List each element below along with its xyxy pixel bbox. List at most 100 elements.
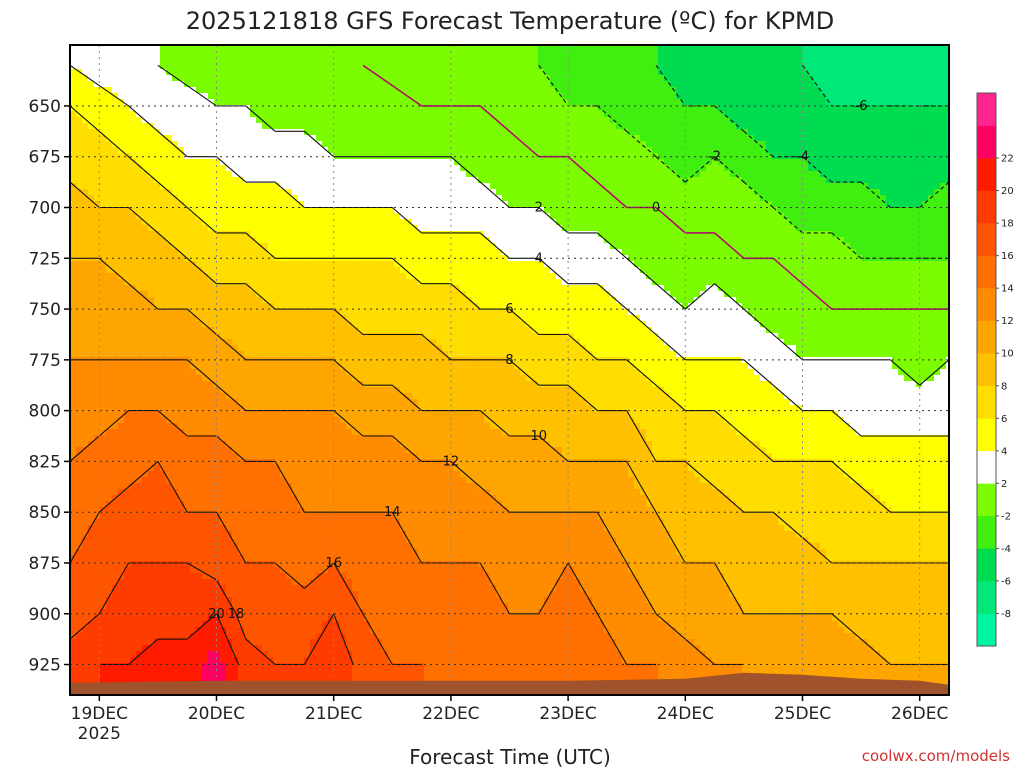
heatmap-cell bbox=[136, 645, 143, 652]
heatmap-cell bbox=[220, 141, 227, 148]
heatmap-cell bbox=[178, 489, 185, 496]
heatmap-cell bbox=[214, 567, 221, 574]
heatmap-cell bbox=[274, 477, 281, 484]
heatmap-cell bbox=[112, 129, 119, 136]
heatmap-cell bbox=[112, 627, 119, 634]
heatmap-cell bbox=[142, 129, 149, 136]
heatmap-cell bbox=[214, 447, 221, 454]
heatmap-cell bbox=[82, 447, 89, 454]
heatmap-cell bbox=[184, 477, 191, 484]
heatmap-cell bbox=[232, 321, 239, 328]
heatmap-cell bbox=[238, 75, 245, 82]
heatmap-cell bbox=[82, 111, 89, 118]
heatmap-cell bbox=[118, 609, 125, 616]
heatmap-cell bbox=[280, 531, 287, 538]
heatmap-cell bbox=[172, 597, 179, 604]
heatmap-cell bbox=[250, 63, 257, 70]
heatmap-cell bbox=[154, 405, 161, 412]
heatmap-cell bbox=[298, 609, 305, 616]
heatmap-cell bbox=[130, 297, 137, 304]
heatmap-cell bbox=[328, 549, 335, 556]
heatmap-cell bbox=[100, 57, 107, 64]
heatmap-cell bbox=[70, 69, 77, 76]
heatmap-cell bbox=[250, 645, 257, 652]
heatmap-cell bbox=[322, 423, 329, 430]
heatmap-cell bbox=[328, 153, 335, 160]
heatmap-cell bbox=[268, 507, 275, 514]
heatmap-cell bbox=[340, 183, 347, 190]
heatmap-cell bbox=[196, 339, 203, 346]
heatmap-cell bbox=[124, 261, 131, 268]
heatmap-cell bbox=[106, 453, 113, 460]
heatmap-cell bbox=[184, 219, 191, 226]
heatmap-cell bbox=[214, 531, 221, 538]
heatmap-cell bbox=[136, 189, 143, 196]
heatmap-cell bbox=[232, 153, 239, 160]
heatmap-cell bbox=[298, 627, 305, 634]
heatmap-cell bbox=[262, 663, 269, 670]
heatmap-cell bbox=[232, 69, 239, 76]
heatmap-cell bbox=[160, 519, 167, 526]
heatmap-cell bbox=[124, 525, 131, 532]
heatmap-cell bbox=[202, 423, 209, 430]
heatmap-cell bbox=[160, 531, 167, 538]
heatmap-cell bbox=[190, 363, 197, 370]
heatmap-cell bbox=[178, 507, 185, 514]
heatmap-cell bbox=[304, 651, 311, 658]
heatmap-cell bbox=[250, 285, 257, 292]
heatmap-cell bbox=[316, 231, 323, 238]
heatmap-cell bbox=[226, 201, 233, 208]
heatmap-cell bbox=[328, 435, 335, 442]
heatmap-cell bbox=[202, 249, 209, 256]
heatmap-cell bbox=[262, 363, 269, 370]
heatmap-cell bbox=[100, 639, 107, 646]
heatmap-cell bbox=[94, 105, 101, 112]
heatmap-cell bbox=[298, 195, 305, 202]
heatmap-cell bbox=[238, 57, 245, 64]
heatmap-cell bbox=[70, 333, 77, 340]
heatmap-cell bbox=[232, 141, 239, 148]
heatmap-cell bbox=[118, 309, 125, 316]
heatmap-cell bbox=[208, 315, 215, 322]
heatmap-cell bbox=[244, 423, 251, 430]
heatmap-cell bbox=[178, 495, 185, 502]
heatmap-cell bbox=[166, 63, 173, 70]
heatmap-cell bbox=[142, 471, 149, 478]
heatmap-cell bbox=[238, 231, 245, 238]
heatmap-cell bbox=[202, 483, 209, 490]
heatmap-cell bbox=[148, 345, 155, 352]
heatmap-cell bbox=[166, 351, 173, 358]
heatmap-cell bbox=[142, 87, 149, 94]
heatmap-cell bbox=[232, 585, 239, 592]
heatmap-cell bbox=[190, 177, 197, 184]
heatmap-cell bbox=[334, 273, 341, 280]
heatmap-cell bbox=[130, 405, 137, 412]
heatmap-cell bbox=[268, 315, 275, 322]
heatmap-cell bbox=[190, 573, 197, 580]
heatmap-cell bbox=[292, 147, 299, 154]
heatmap-cell bbox=[124, 417, 131, 424]
heatmap-cell bbox=[106, 639, 113, 646]
heatmap-cell bbox=[76, 159, 83, 166]
heatmap-cell bbox=[280, 627, 287, 634]
heatmap-cell bbox=[148, 573, 155, 580]
heatmap-cell bbox=[304, 267, 311, 274]
heatmap-cell bbox=[94, 465, 101, 472]
heatmap-cell bbox=[280, 387, 287, 394]
heatmap-cell bbox=[202, 93, 209, 100]
heatmap-cell bbox=[220, 555, 227, 562]
heatmap-cell bbox=[130, 321, 137, 328]
heatmap-cell bbox=[190, 129, 197, 136]
heatmap-cell bbox=[334, 327, 341, 334]
heatmap-cell bbox=[88, 87, 95, 94]
heatmap-cell bbox=[268, 651, 275, 658]
heatmap-cell bbox=[178, 459, 185, 466]
heatmap-cell bbox=[76, 621, 83, 628]
heatmap-cell bbox=[184, 441, 191, 448]
heatmap-cell bbox=[118, 561, 125, 568]
heatmap-cell bbox=[298, 429, 305, 436]
heatmap-cell bbox=[136, 525, 143, 532]
heatmap-cell bbox=[268, 45, 275, 52]
heatmap-cell bbox=[148, 561, 155, 568]
heatmap-cell bbox=[190, 285, 197, 292]
